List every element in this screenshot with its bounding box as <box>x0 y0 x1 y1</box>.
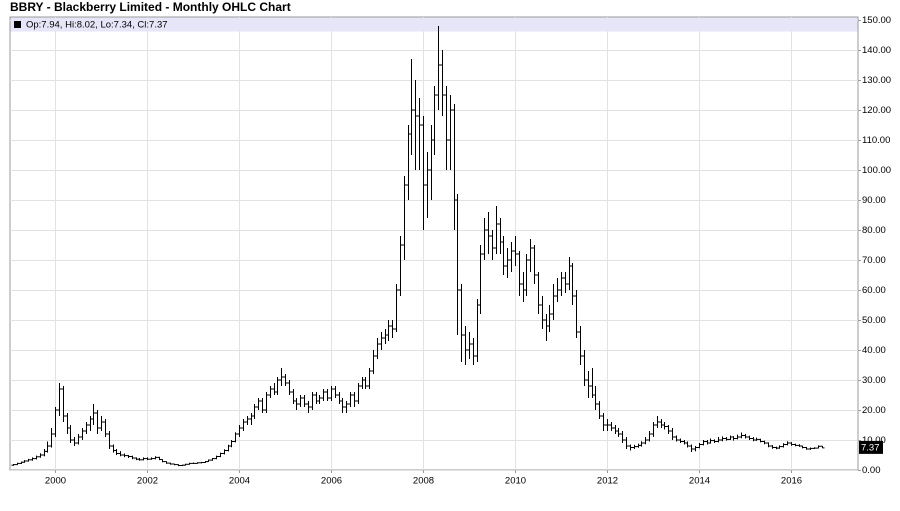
y-tick-label: 140.00 <box>862 45 891 56</box>
legend-swatch <box>14 21 21 28</box>
plot-area <box>9 16 859 471</box>
x-tick-label: 2002 <box>137 476 158 487</box>
y-tick-label: 90.00 <box>862 195 886 206</box>
y-tick-label: 110.00 <box>862 135 890 146</box>
y-tick-label: 40.00 <box>862 345 886 356</box>
y-tick-label: 70.00 <box>862 255 886 266</box>
x-tick-label: 2010 <box>505 476 526 487</box>
x-tick-label: 2016 <box>781 476 802 487</box>
y-tick-label: 130.00 <box>862 75 891 86</box>
y-tick-label: 30.00 <box>862 375 886 386</box>
y-tick-label: 10.00 <box>862 435 886 446</box>
x-tick-label: 2000 <box>45 476 66 487</box>
legend-text: Op:7.94, Hi:8.02, Lo:7.34, Cl:7.37 <box>26 20 168 31</box>
y-tick-label: 100.00 <box>862 165 891 176</box>
y-tick-label: 150.00 <box>862 15 891 26</box>
y-tick-label: 60.00 <box>862 285 886 296</box>
x-tick-label: 2012 <box>597 476 618 487</box>
x-tick-label: 2014 <box>689 476 710 487</box>
x-tick-label: 2008 <box>413 476 434 487</box>
y-tick-label: 20.00 <box>862 405 886 416</box>
chart-title: BBRY - Blackberry Limited - Monthly OHLC… <box>10 0 291 14</box>
last-price-label: 7.37 <box>861 442 880 453</box>
last-price-box <box>859 440 883 454</box>
x-tick-label: 2006 <box>321 476 342 487</box>
y-tick-label: 50.00 <box>862 315 886 326</box>
legend-band <box>10 17 858 32</box>
y-tick-label: 0.00 <box>862 465 881 476</box>
x-tick-label: 2004 <box>229 476 250 487</box>
y-tick-label: 120.00 <box>862 105 891 116</box>
y-tick-label: 80.00 <box>862 225 886 236</box>
